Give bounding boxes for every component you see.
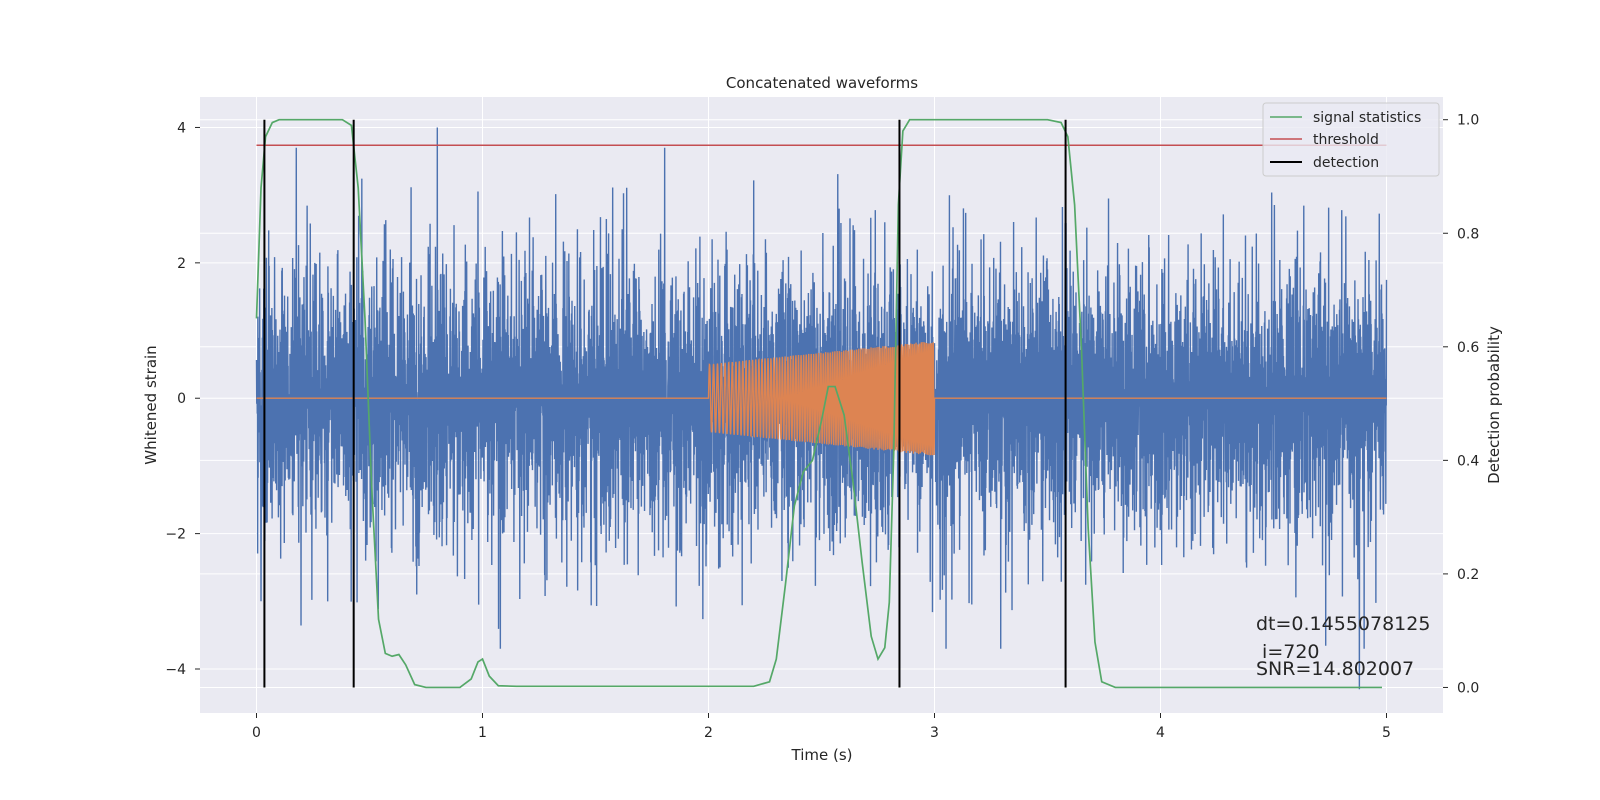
y2-axis-label: Detection probability bbox=[1485, 326, 1503, 484]
y2-tick-label: 0.2 bbox=[1457, 567, 1479, 583]
y2-tick-label: 0.6 bbox=[1457, 340, 1479, 356]
x-tick-label: 0 bbox=[252, 725, 261, 741]
y2-tick-label: 0.8 bbox=[1457, 226, 1479, 242]
y-tick-label: 4 bbox=[177, 120, 186, 136]
y-tick-label: 0 bbox=[177, 391, 186, 407]
signal-statistics-line bbox=[255, 118, 1382, 689]
annotation-dt: dt=0.1455078125 bbox=[1256, 613, 1430, 635]
x-tick-label: 2 bbox=[704, 725, 713, 741]
y-axis-label: Whitened strain bbox=[142, 345, 160, 464]
y2-tick-label: 0.0 bbox=[1457, 680, 1479, 696]
ticks: 0 1 2 3 4 5 −4 −2 0 2 4 0.0 0.2 0.4 0.6 0.8 1.0 bbox=[165, 113, 1479, 741]
legend-box bbox=[1262, 102, 1440, 177]
annotation-snr: SNR=14.802007 bbox=[1256, 658, 1414, 680]
x-tick-label: 3 bbox=[930, 725, 939, 741]
legend-label-signal-statistics: signal statistics bbox=[1313, 110, 1421, 126]
x-tick-label: 1 bbox=[478, 725, 487, 741]
y2-tick-label: 1.0 bbox=[1457, 113, 1479, 129]
y-tick-label: −4 bbox=[165, 662, 186, 678]
legend-label-detection: detection bbox=[1313, 155, 1379, 171]
legend-label-threshold: threshold bbox=[1313, 132, 1379, 148]
y-tick-label: 2 bbox=[177, 256, 186, 272]
y-tick-label: −2 bbox=[165, 527, 186, 543]
x-tick-label: 5 bbox=[1382, 725, 1391, 741]
chart-title: Concatenated waveforms bbox=[726, 74, 918, 92]
x-tick-label: 4 bbox=[1156, 725, 1165, 741]
y2-tick-label: 0.4 bbox=[1457, 453, 1479, 469]
data-layer bbox=[255, 118, 1388, 690]
annotation-i: i=720 bbox=[1256, 641, 1320, 663]
injected-waveform-line bbox=[256, 341, 1387, 456]
x-axis-label: Time (s) bbox=[791, 746, 853, 764]
legend: signal statistics threshold detection bbox=[1262, 102, 1440, 177]
